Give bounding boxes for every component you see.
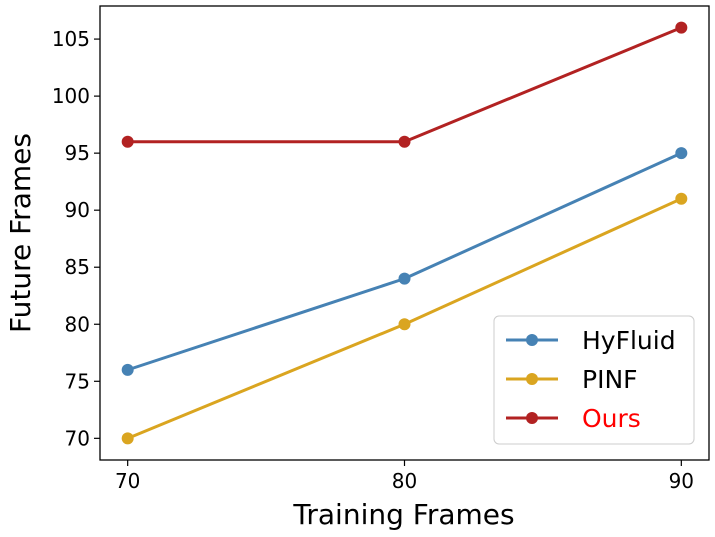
y-tick-label: 95	[65, 141, 90, 165]
y-axis-label: Future Frames	[4, 133, 37, 333]
series-ours	[121, 21, 688, 148]
legend-label-hyfluid: HyFluid	[582, 326, 676, 355]
legend-swatch-marker	[526, 412, 538, 424]
y-tick-label: 85	[65, 255, 90, 279]
legend-swatch-marker	[526, 334, 538, 346]
data-point-ours	[398, 135, 411, 148]
x-tick-label: 90	[669, 469, 694, 493]
series-hyfluid	[121, 147, 688, 376]
legend-item-ours: Ours	[506, 404, 641, 433]
series-pinf	[121, 192, 688, 445]
data-point-hyfluid	[398, 272, 411, 285]
data-point-pinf	[121, 432, 134, 445]
legend-box	[493, 315, 695, 445]
data-point-pinf	[398, 318, 411, 331]
legend-label-ours: Ours	[582, 404, 641, 433]
y-tick-label: 75	[65, 369, 90, 393]
y-tick-label: 80	[65, 312, 90, 336]
data-point-hyfluid	[121, 363, 134, 376]
legend-label-pinf: PINF	[582, 365, 638, 394]
y-tick-label: 90	[65, 198, 90, 222]
y-tick-label: 70	[65, 426, 90, 450]
legend-item-hyfluid: HyFluid	[506, 326, 676, 355]
data-point-pinf	[675, 192, 688, 205]
legend-swatch-marker	[526, 373, 538, 385]
x-tick-label: 80	[392, 469, 417, 493]
legend: HyFluid PINF Ours	[493, 315, 695, 445]
series-line-ours	[127, 26, 682, 144]
data-point-ours	[121, 135, 134, 148]
y-tick-label: 100	[52, 84, 90, 108]
data-point-ours	[675, 21, 688, 34]
x-axis: 70 80 90	[115, 460, 694, 493]
data-point-hyfluid	[675, 147, 688, 160]
x-tick-label: 70	[115, 469, 140, 493]
y-tick-label: 105	[52, 27, 90, 51]
y-axis: 70 75 80 85 90 95 100 105	[52, 27, 100, 450]
x-axis-label: Training Frames	[292, 498, 514, 531]
legend-item-pinf: PINF	[506, 365, 638, 394]
series-layer	[121, 21, 688, 445]
